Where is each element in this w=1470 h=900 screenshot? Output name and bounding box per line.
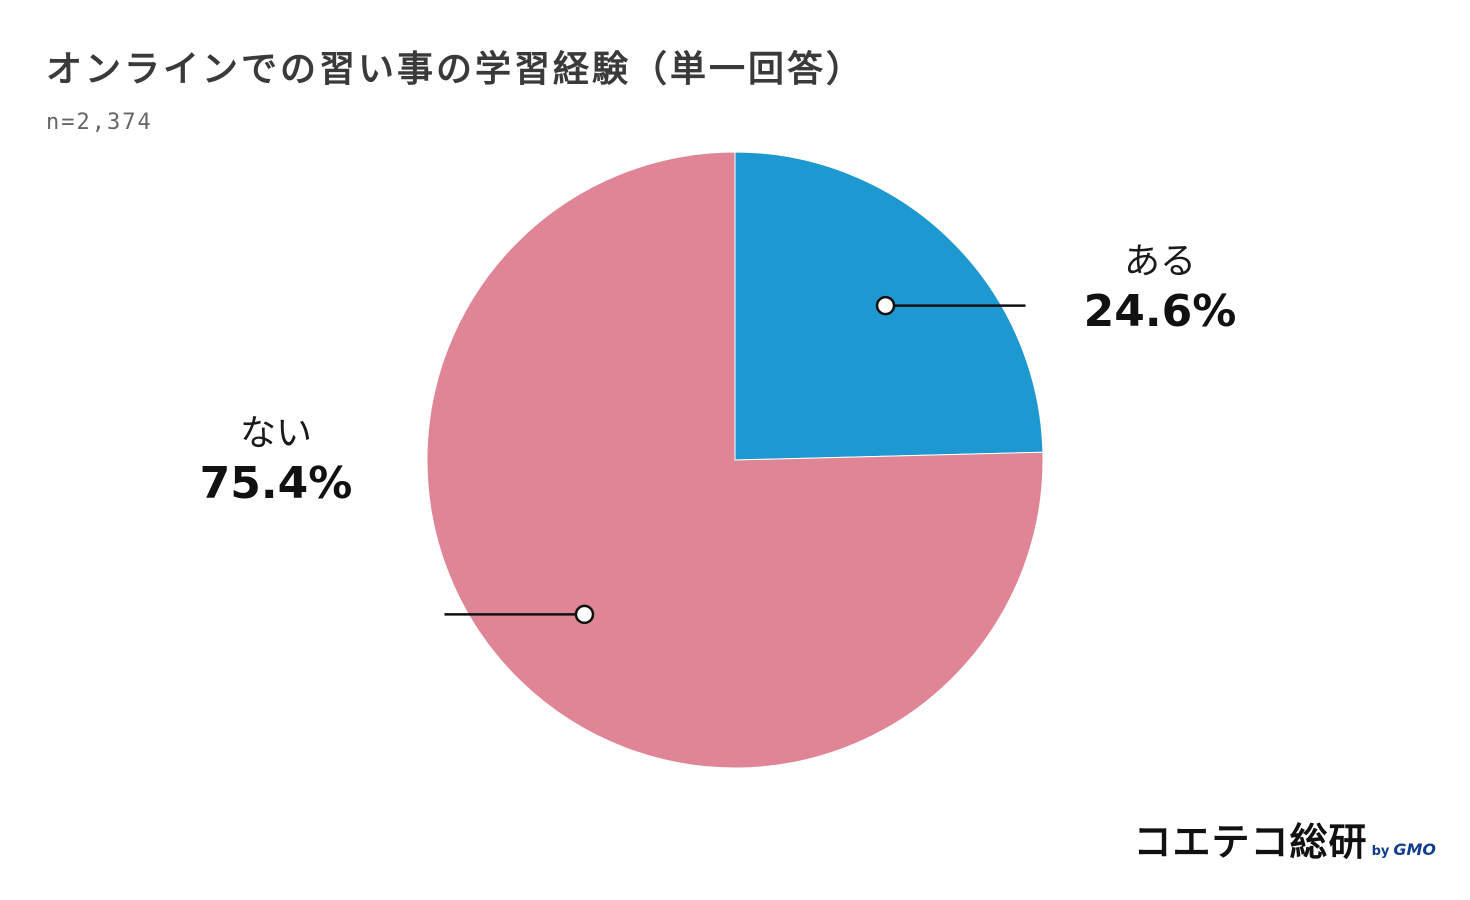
leader-lines	[444, 295, 1026, 625]
logo-by-text: by	[1371, 844, 1390, 859]
sample-size: n=2,374	[46, 110, 153, 135]
logo-gmo-text: GMO	[1393, 840, 1436, 859]
chart-title: オンラインでの習い事の学習経験（単一回答）	[46, 49, 866, 90]
slice-label-nai: ない 75.4%	[166, 404, 386, 509]
slice-name-aru: ある	[1123, 241, 1196, 282]
leader-marker-nai	[574, 604, 595, 625]
leader-marker-aru	[875, 295, 896, 316]
slice-value-aru: 24.6%	[1083, 286, 1237, 337]
slice-label-aru: ある 24.6%	[1050, 232, 1270, 337]
slice-name-nai: ない	[239, 413, 312, 454]
pie-slices	[426, 151, 1044, 769]
brand-logo: コエテコ総研 by GMO	[1134, 811, 1436, 866]
slice-value-nai: 75.4%	[199, 458, 353, 509]
logo-text: コエテコ総研	[1133, 820, 1368, 864]
